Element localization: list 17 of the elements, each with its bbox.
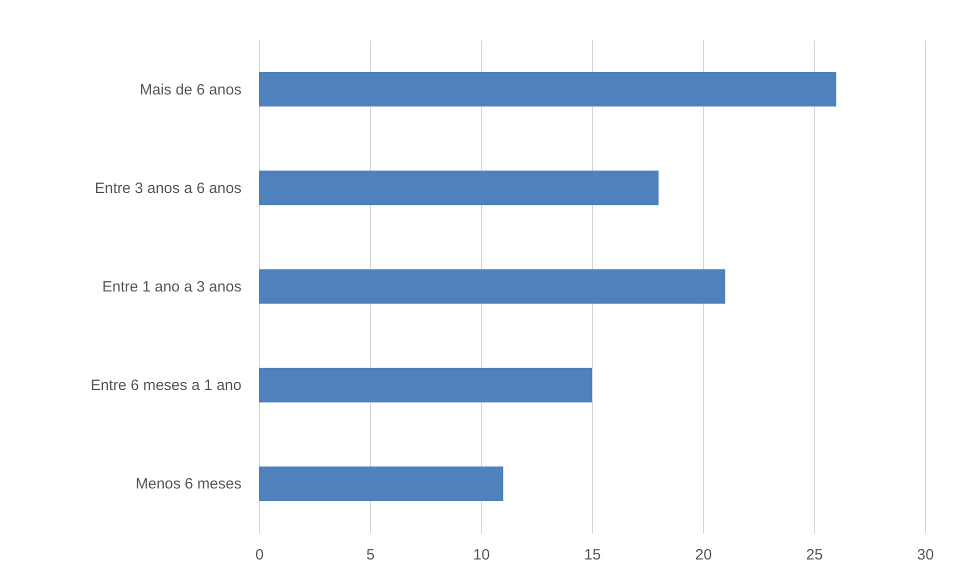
y-tick-label: Mais de 6 anos [140, 81, 242, 98]
bar [259, 170, 659, 206]
x-tick-label: 10 [473, 546, 490, 564]
x-tick-label: 0 [255, 546, 264, 564]
y-tick-label: Entre 6 meses a 1 ano [90, 377, 242, 394]
x-tick-label: 30 [917, 546, 934, 564]
bar [259, 269, 726, 304]
x-tick-label: 25 [806, 546, 823, 564]
x-tick-label: 15 [584, 546, 601, 564]
bar [259, 466, 504, 501]
y-tick-label: Entre 3 anos a 6 anos [94, 180, 242, 197]
y-tick-label: Entre 1 ano a 3 anos [102, 278, 242, 296]
x-tick-label: 5 [366, 546, 375, 564]
x-tick-label: 20 [695, 546, 712, 564]
bar [259, 72, 836, 107]
y-tick-label: Menos 6 meses [136, 476, 242, 493]
bar [259, 368, 592, 402]
